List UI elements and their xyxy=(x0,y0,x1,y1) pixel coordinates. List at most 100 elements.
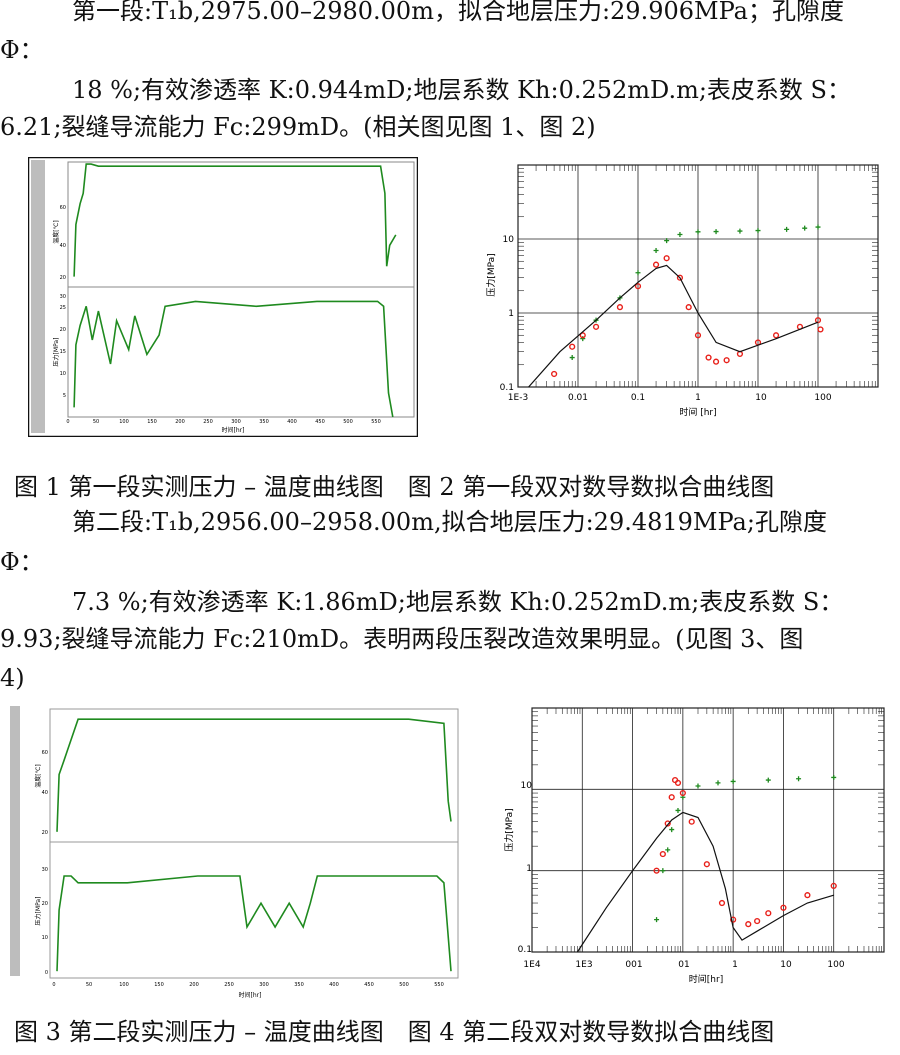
fig1-pressure-curve xyxy=(73,300,394,418)
p2-line4: 9.93;裂缝导流能力 Fc:210mD。表明两段压裂改造效果明显。(见图 3、… xyxy=(0,625,804,653)
fig2-pressure-point xyxy=(737,228,743,234)
fig2-derivative-point xyxy=(712,358,720,365)
fig4-derivative-point xyxy=(659,850,666,858)
fig2-derivative-point xyxy=(663,255,670,262)
fig4-x-tick: 01 xyxy=(678,960,689,970)
fig2-derivative-point xyxy=(694,332,702,339)
fig1-x-tick: 400 xyxy=(287,419,297,425)
fig3-x-tick: 200 xyxy=(189,982,199,988)
fig3-x-tick: 550 xyxy=(434,982,444,988)
fig1-x-tick: 200 xyxy=(175,419,185,425)
p1-line3: 18 %;有效渗透率 K:0.944mD;地层系数 Kh:0.252mD.m;表… xyxy=(72,76,851,104)
p2-line2: Φ： xyxy=(0,548,44,576)
fig3-top-tick-3: 60 xyxy=(42,750,48,756)
fig3-x-tick: 250 xyxy=(224,982,234,988)
fig2-derivative-point xyxy=(723,357,730,364)
fig4-plot-frame xyxy=(531,707,885,953)
fig4-derivative-point xyxy=(679,789,686,797)
fig4-derivative-point xyxy=(688,818,695,825)
fig2-pressure-point xyxy=(635,270,641,276)
fig2-derivative-point xyxy=(652,261,660,268)
fig3-pressure-curve xyxy=(56,875,452,972)
fig2-pressure-point xyxy=(664,238,670,244)
fig2-derivative-point xyxy=(817,326,824,333)
fig2-pressure-point xyxy=(677,232,683,238)
fig4-derivative-point xyxy=(668,794,675,801)
fig3-x-tick: 100 xyxy=(119,982,129,988)
fig2-derivative-point xyxy=(676,274,684,281)
figure-1: 温度[℃] 压力[MPa] 20 40 60 5 10 15 20 25 30 … xyxy=(28,157,418,437)
fig2-x-tick: 0.1 xyxy=(631,393,645,403)
fig4-derivative-point xyxy=(830,882,837,889)
fig2-pressure-point xyxy=(713,229,719,235)
fig4-derivative-point xyxy=(653,867,660,874)
fig1-bot-tick-2: 10 xyxy=(60,371,66,377)
fig4-derivative-point xyxy=(754,917,761,925)
fig4-pressure-point xyxy=(730,778,736,784)
fig4-ylabel: 压力[MPa] xyxy=(503,808,515,851)
fig3-x-tick: 150 xyxy=(154,982,164,988)
fig1-x-tick: 450 xyxy=(315,419,325,425)
fig2-ylabel: 压力[MPa] xyxy=(485,253,497,296)
fig4-pressure-point xyxy=(660,868,666,874)
fig2-pressure-point xyxy=(695,229,701,235)
fig4-derivative-point xyxy=(765,910,772,917)
figure-captions-1: 图 1 第一段实测压力 – 温度曲线图 图 2 第一段双对数导数拟合曲线图 xyxy=(14,473,775,501)
fig2-y-tick-10: 10 xyxy=(503,235,515,245)
fig4-derivative-point xyxy=(804,892,811,899)
fig4-x-tick: 1 xyxy=(732,960,738,970)
fig3-x-tick: 350 xyxy=(294,982,304,988)
fig4-x-tick: 001 xyxy=(625,960,642,970)
fig2-x-tick: 1 xyxy=(695,393,701,403)
fig1-temperature-curve xyxy=(73,163,397,277)
fig1-bot-tick-1: 5 xyxy=(63,393,66,399)
figure-4: 压力[MPa] 时间[hr] 0.1 1 10 1E4 1E3 001 01 1… xyxy=(503,707,885,985)
figure-2: 压力[MPa] 时间 [hr] 0.1 1 10 1E-3 0.01 0.1 1… xyxy=(485,164,879,418)
fig3-x-tick: 0 xyxy=(52,982,55,988)
fig1-x-tick: 0 xyxy=(66,419,69,425)
fig1-x-tick: 100 xyxy=(119,419,129,425)
p1-line2: Φ： xyxy=(0,36,44,64)
figure-captions-2: 图 3 第二段实测压力 – 温度曲线图 图 4 第二段双对数导数拟合曲线图 xyxy=(14,1018,775,1046)
fig4-x-tick: 100 xyxy=(827,960,844,970)
fig4-x-tick: 1E3 xyxy=(575,960,592,970)
fig2-x-tick: 0.01 xyxy=(568,393,588,403)
fig4-derivative-point xyxy=(664,820,671,827)
fig2-derivative-point xyxy=(579,332,586,339)
fig1-x-tick: 50 xyxy=(93,419,99,425)
fig4-grid xyxy=(531,707,885,953)
fig3-x-tick: 500 xyxy=(399,982,409,988)
fig1-x-tick: 550 xyxy=(371,419,381,425)
fig2-pressure-point xyxy=(815,224,821,230)
fig4-y-tick-1: 1 xyxy=(526,864,532,874)
fig3-x-tick: 300 xyxy=(259,982,269,988)
fig4-derivative-point xyxy=(703,861,710,868)
fig4-derivative-point xyxy=(745,921,752,928)
fig2-series xyxy=(528,224,824,388)
fig4-x-tick: 10 xyxy=(780,960,792,970)
fig1-top-ylabel: 温度[℃] xyxy=(52,220,60,243)
fig4-y-tick-01: 0.1 xyxy=(518,945,532,955)
fig3-bot-tick-4: 30 xyxy=(42,867,48,873)
fig1-bot-tick-5: 25 xyxy=(60,305,66,311)
fig2-grid xyxy=(517,164,879,388)
fig3-top-tick-1: 20 xyxy=(42,830,48,836)
fig4-series xyxy=(576,774,837,953)
fig2-xlabel: 时间 [hr] xyxy=(679,406,716,418)
fig2-derivative-point xyxy=(772,332,780,339)
p1-line4: 6.21;裂缝导流能力 Fc:299mD。(相关图见图 1、图 2) xyxy=(0,113,596,141)
fig1-bot-tick-4: 20 xyxy=(60,327,66,333)
fig2-pressure-point xyxy=(755,228,761,234)
fig2-pressure-point xyxy=(653,247,659,253)
fig3-x-tick: 400 xyxy=(329,982,339,988)
fig4-derivative-point xyxy=(730,916,737,923)
fig1-top-tick-2: 40 xyxy=(60,243,66,249)
fig3-x-tick: 50 xyxy=(86,982,92,988)
fig1-x-tick: 150 xyxy=(147,419,157,425)
fig1-top-tick-1: 20 xyxy=(60,275,66,281)
fig2-pressure-point xyxy=(784,226,790,232)
fig1-x-tick: 250 xyxy=(203,419,213,425)
fig4-derivative-point xyxy=(718,899,726,907)
fig3-bottom-ylabel: 压力[MPa] xyxy=(34,897,42,926)
fig2-x-tick: 1E-3 xyxy=(508,393,528,403)
